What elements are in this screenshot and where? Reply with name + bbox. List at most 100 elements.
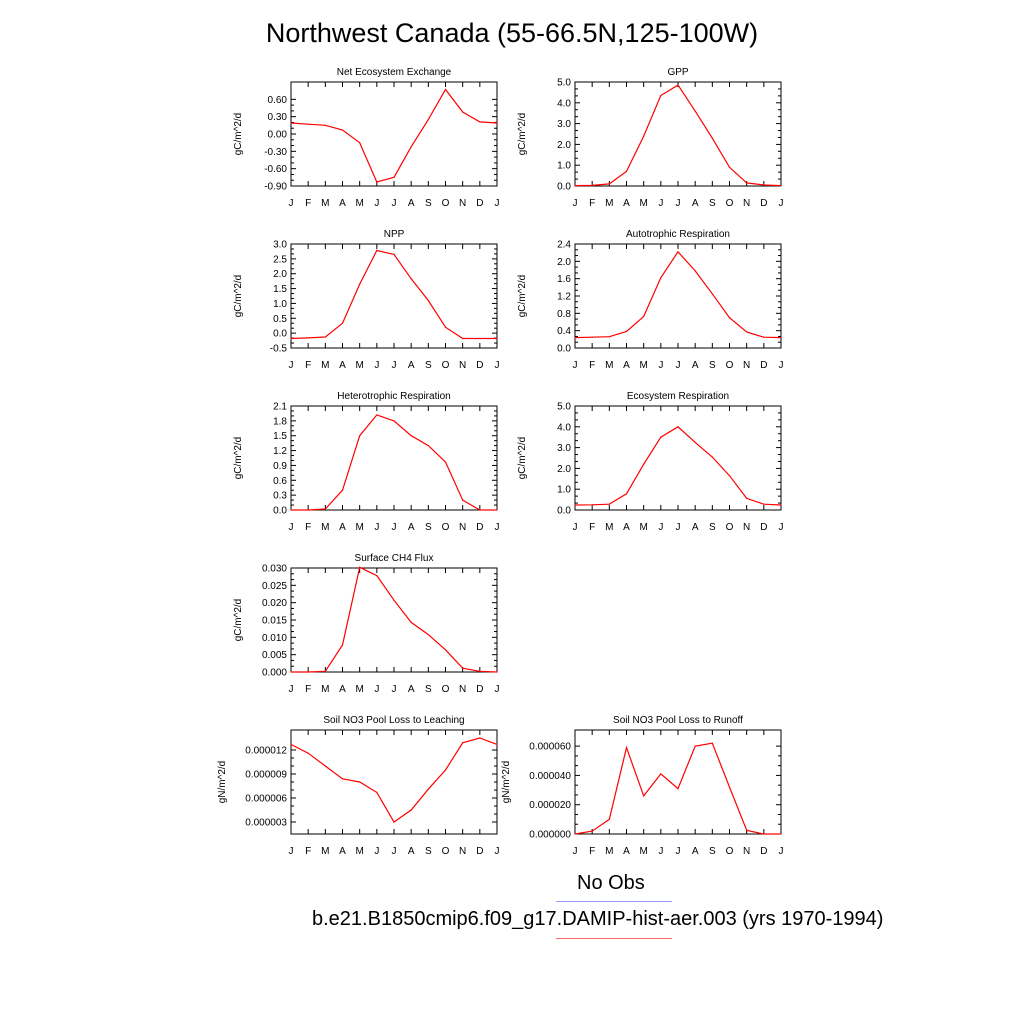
x-tick-label: A bbox=[339, 846, 346, 857]
data-point bbox=[359, 283, 361, 285]
y-tick-label: 0.5 bbox=[273, 314, 287, 325]
data-point bbox=[711, 293, 713, 295]
data-point bbox=[427, 445, 429, 447]
x-tick-label: S bbox=[425, 198, 432, 209]
x-tick-label: A bbox=[408, 360, 415, 371]
data-point bbox=[643, 795, 645, 797]
x-tick-label: A bbox=[408, 846, 415, 857]
data-point bbox=[763, 503, 765, 505]
data-point bbox=[496, 337, 498, 340]
data-point bbox=[410, 146, 412, 148]
data-point bbox=[574, 184, 576, 187]
y-axis-label: gC/m^2/d bbox=[517, 275, 528, 318]
x-tick-label: J bbox=[779, 198, 784, 209]
plot-frame bbox=[574, 405, 782, 511]
chart-title: Ecosystem Respiration bbox=[627, 391, 729, 402]
y-tick-label: 0.00 bbox=[268, 130, 288, 141]
y-axis-label: gC/m^2/d bbox=[233, 437, 244, 480]
data-point bbox=[324, 336, 326, 338]
plot-frame bbox=[290, 729, 498, 835]
x-tick-label: D bbox=[760, 198, 767, 209]
x-tick-label: J bbox=[289, 522, 294, 533]
data-point bbox=[376, 791, 378, 794]
data-point bbox=[376, 575, 378, 577]
x-tick-label: J bbox=[392, 522, 397, 533]
data-point bbox=[393, 420, 395, 422]
chart-panel: J F M A M J J A S O N D J0.0300.0250.0200.0150.0100.… bbox=[233, 553, 500, 695]
x-tick-label: O bbox=[726, 522, 734, 533]
data-point bbox=[496, 122, 498, 124]
y-tick-label: 0.0 bbox=[273, 506, 287, 517]
data-point bbox=[444, 649, 447, 651]
x-tick-label: A bbox=[692, 198, 699, 209]
x-tick-label: J bbox=[676, 360, 681, 371]
chart-title: Soil NO3 Pool Loss to Leaching bbox=[323, 715, 464, 726]
x-tick-label: J bbox=[495, 198, 500, 209]
data-point bbox=[462, 111, 464, 113]
y-tick-label: 1.0 bbox=[557, 161, 571, 172]
x-tick-label: M bbox=[321, 846, 329, 857]
data-point bbox=[711, 137, 713, 139]
y-tick-label: 0.0 bbox=[557, 344, 571, 355]
x-tick-label: O bbox=[442, 522, 450, 533]
data-point bbox=[625, 746, 628, 749]
data-point bbox=[643, 463, 645, 465]
data-point bbox=[591, 504, 593, 506]
x-tick-label: O bbox=[442, 684, 450, 695]
x-tick-label: S bbox=[425, 360, 432, 371]
page-title: Northwest Canada (55-66.5N,125-100W) bbox=[265, 18, 759, 48]
y-tick-label: 0.6 bbox=[273, 476, 287, 487]
data-point bbox=[410, 278, 412, 280]
x-tick-label: J bbox=[658, 198, 663, 209]
y-tick-label: 0.000000 bbox=[529, 830, 571, 841]
data-point bbox=[763, 833, 765, 835]
x-tick-label: O bbox=[726, 846, 734, 857]
y-tick-label: -0.30 bbox=[264, 147, 287, 158]
y-tick-label: 0.8 bbox=[557, 309, 571, 320]
data-point bbox=[711, 456, 713, 458]
y-tick-label: 0.025 bbox=[262, 581, 287, 592]
x-tick-label: F bbox=[589, 522, 595, 533]
data-point bbox=[574, 833, 576, 835]
y-tick-label: 1.8 bbox=[273, 416, 287, 427]
x-tick-label: M bbox=[605, 360, 613, 371]
plot-frame bbox=[574, 729, 782, 835]
data-point bbox=[625, 330, 628, 333]
x-tick-label: M bbox=[605, 198, 613, 209]
x-tick-label: M bbox=[355, 522, 363, 533]
data-point bbox=[496, 671, 498, 673]
data-point bbox=[479, 121, 481, 123]
x-tick-label: M bbox=[321, 684, 329, 695]
y-tick-label: 0.005 bbox=[262, 650, 287, 661]
x-tick-label: J bbox=[573, 522, 578, 533]
series-line bbox=[574, 84, 782, 187]
y-tick-label: 0.0 bbox=[557, 182, 571, 193]
data-point bbox=[711, 742, 713, 744]
y-axis-label: gC/m^2/d bbox=[517, 437, 528, 480]
x-tick-label: A bbox=[339, 360, 346, 371]
data-point bbox=[746, 182, 748, 184]
data-point bbox=[444, 88, 447, 91]
x-tick-label: J bbox=[779, 846, 784, 857]
y-tick-label: 0.030 bbox=[262, 564, 287, 575]
x-tick-label: A bbox=[623, 522, 630, 533]
chart-panel: J F M A M J J A S O N D J0.0000600.0000400.0000200.0… bbox=[501, 715, 784, 857]
series-line bbox=[290, 88, 498, 183]
x-tick-label: S bbox=[709, 198, 716, 209]
x-tick-label: M bbox=[321, 198, 329, 209]
data-point bbox=[763, 336, 765, 338]
y-tick-label: 0.000060 bbox=[529, 742, 571, 753]
x-tick-label: J bbox=[495, 684, 500, 695]
data-point bbox=[643, 315, 645, 317]
plot-frame bbox=[290, 567, 498, 673]
data-point bbox=[324, 670, 326, 672]
y-tick-label: 0.000 bbox=[262, 668, 287, 679]
x-tick-label: N bbox=[743, 846, 750, 857]
data-point bbox=[643, 135, 645, 137]
x-tick-label: A bbox=[692, 522, 699, 533]
x-tick-label: J bbox=[289, 360, 294, 371]
x-tick-label: J bbox=[676, 198, 681, 209]
y-tick-label: 0.0 bbox=[273, 329, 287, 340]
data-point bbox=[608, 336, 610, 338]
x-tick-label: J bbox=[573, 360, 578, 371]
